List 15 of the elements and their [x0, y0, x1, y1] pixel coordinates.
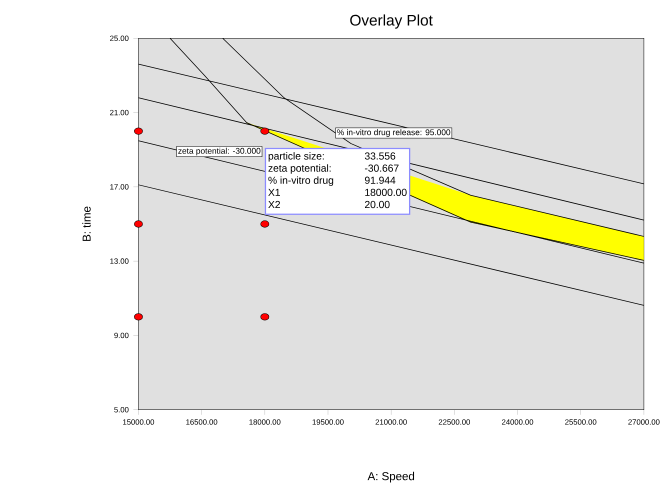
annotation: % in-vitro drug release: 95.000 — [337, 129, 450, 137]
y-axis-title: B: time — [82, 206, 91, 241]
annotation: -30.667 — [364, 164, 399, 172]
annotation: particle size: — [268, 152, 324, 162]
x-axis-title: A: Speed — [368, 472, 414, 482]
annotation: 33.556 — [364, 152, 396, 160]
annotation: zeta potential: — [268, 164, 331, 174]
annotation: % in-vitro drug — [268, 176, 334, 186]
annotation: 91.944 — [364, 176, 396, 184]
annotation: X1 — [268, 188, 280, 196]
annotation: 18000.00 — [365, 188, 407, 196]
annotation: X2 — [268, 200, 280, 208]
chart-title: Overlay Plot — [350, 14, 433, 29]
annotation: 20.00 — [364, 200, 390, 208]
annotation: zeta potential: -30.000 — [178, 148, 260, 156]
